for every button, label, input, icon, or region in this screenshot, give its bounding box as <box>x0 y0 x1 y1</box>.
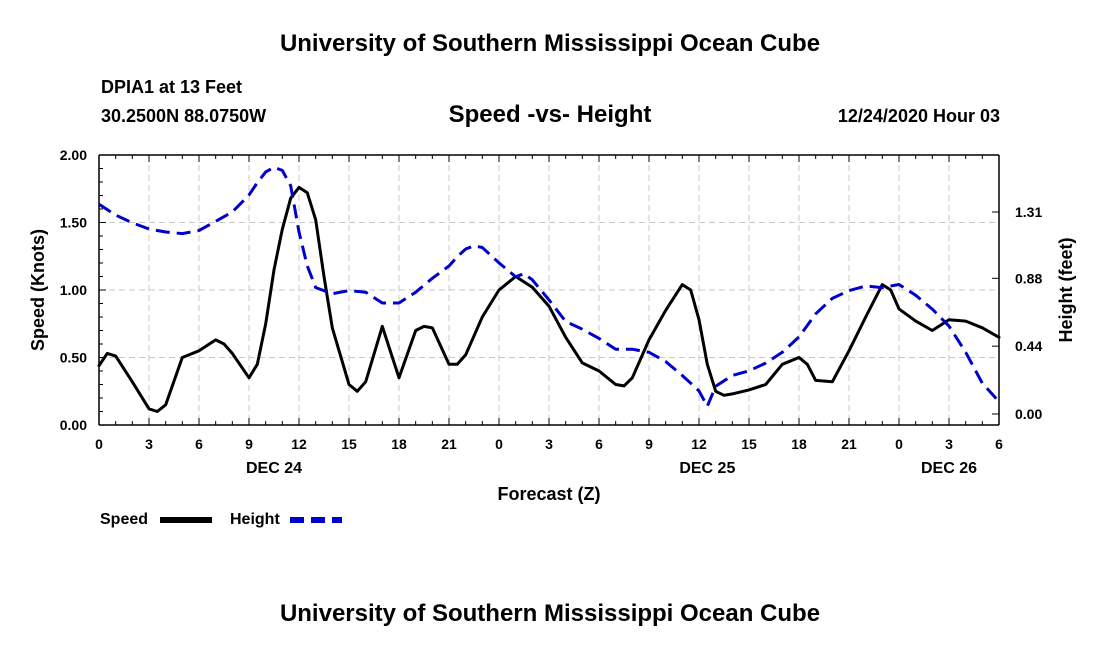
x-tick-label: 0 <box>495 436 503 452</box>
day-label: DEC 25 <box>679 460 735 477</box>
x-tick-label: 18 <box>791 436 807 452</box>
y-left-tick-label: 1.50 <box>60 215 87 231</box>
x-axis-title: Forecast (Z) <box>497 484 600 504</box>
day-label: DEC 26 <box>921 460 977 477</box>
x-tick-label: 9 <box>245 436 253 452</box>
y-left-tick-label: 0.50 <box>60 350 87 366</box>
x-tick-label: 15 <box>741 436 757 452</box>
x-tick-label: 6 <box>595 436 603 452</box>
y-right-tick-label: 0.00 <box>1015 406 1042 422</box>
legend-label-speed: Speed <box>100 511 148 528</box>
station-coordinates: 30.2500N 88.0750W <box>101 106 267 126</box>
chart-bottom-title: University of Southern Mississippi Ocean… <box>279 600 821 627</box>
x-tick-label: 21 <box>441 436 457 452</box>
speed-series-line <box>97 185 1001 413</box>
legend-label-height: Height <box>230 511 280 528</box>
forecast-datetime: 12/24/2020 Hour 03 <box>837 106 1000 126</box>
x-tick-label: 21 <box>841 436 857 452</box>
x-tick-label: 3 <box>945 436 953 452</box>
chart-top-title: University of Southern Mississippi Ocean… <box>279 30 821 57</box>
x-tick-label: 0 <box>895 436 903 452</box>
y-left-axis-title: Speed (Knots) <box>28 229 48 351</box>
y-left-tick-label: 2.00 <box>60 147 87 163</box>
x-tick-label: 3 <box>145 436 153 452</box>
y-right-tick-label: 1.31 <box>1015 204 1042 220</box>
y-right-tick-label: 0.44 <box>1015 338 1042 354</box>
x-tick-label: 12 <box>291 436 307 452</box>
y-left-tick-label: 1.00 <box>60 282 87 298</box>
y-left-tick-label: 0.00 <box>60 417 87 433</box>
x-tick-label: 6 <box>195 436 203 452</box>
x-tick-label: 3 <box>545 436 553 452</box>
x-tick-label: 15 <box>341 436 357 452</box>
x-tick-label: 0 <box>95 436 103 452</box>
height-series-line <box>98 165 1001 408</box>
chart-subtitle: Speed -vs- Height <box>448 101 652 128</box>
x-tick-label: 18 <box>391 436 407 452</box>
x-tick-label: 6 <box>995 436 1003 452</box>
y-right-tick-label: 0.88 <box>1015 270 1042 286</box>
station-label: DPIA1 at 13 Feet <box>101 77 243 97</box>
x-tick-label: 9 <box>645 436 653 452</box>
day-label: DEC 24 <box>246 460 302 477</box>
y-right-axis-title: Height (feet) <box>1056 238 1076 343</box>
x-tick-label: 12 <box>691 436 707 452</box>
